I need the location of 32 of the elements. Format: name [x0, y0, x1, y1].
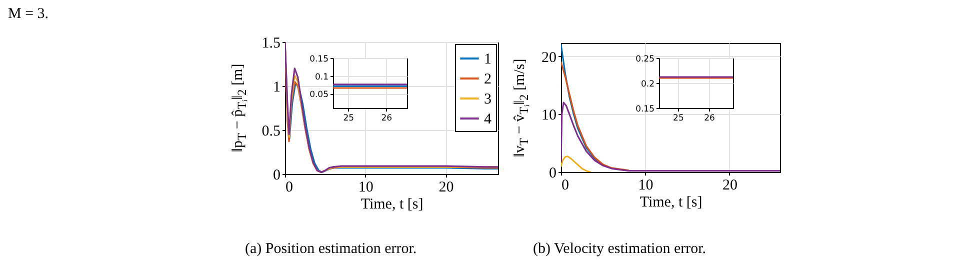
y-tick-label: 1: [273, 80, 280, 96]
x-tick-label: 25: [673, 114, 684, 124]
y-tick-label: 0.2: [640, 80, 654, 90]
y-tick-label: 0: [273, 168, 280, 184]
legend-label: 1: [484, 52, 492, 68]
x-axis-title: Time, t [s]: [640, 194, 702, 210]
text: M = 3.: [8, 6, 49, 23]
y-tick-label: 1.5: [262, 36, 280, 52]
x-tick-label: 26: [381, 114, 392, 124]
x-axis-title: Time, t [s]: [360, 196, 424, 212]
x-tick-label: 26: [704, 114, 715, 124]
y-tick-label: 0.5: [262, 124, 280, 140]
legend-label: 3: [484, 92, 492, 108]
y-tick-label: 0.15: [636, 104, 654, 114]
line-series: [561, 61, 630, 172]
text: (b) Velocity estimation error.: [533, 241, 706, 258]
x-tick-label: 25: [343, 114, 354, 124]
x-tick-label: 10: [358, 180, 374, 196]
y-tick-label: 0.25: [636, 54, 654, 64]
x-tick-label: 20: [438, 180, 454, 196]
y-tick-label: 0: [549, 166, 556, 182]
legend-label: 4: [484, 112, 492, 128]
y-tick-label: 0.15: [310, 54, 328, 64]
y-tick-label: 0.1: [314, 72, 328, 82]
x-tick-label: 0: [286, 180, 293, 196]
line-series: [561, 156, 592, 172]
legend-label: 2: [484, 72, 492, 88]
x-tick-label: 20: [722, 178, 738, 194]
text: (a) Position estimation error.: [245, 241, 417, 258]
y-tick-label: 20: [542, 50, 556, 66]
y-tick-label: 0.05: [310, 90, 328, 100]
x-tick-label: 0: [562, 178, 569, 194]
